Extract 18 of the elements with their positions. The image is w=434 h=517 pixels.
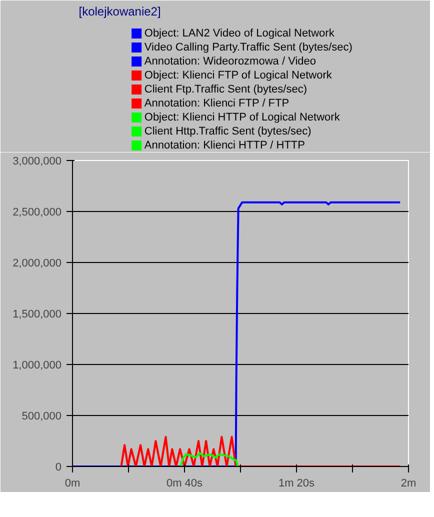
legend-label: Object: Klienci HTTP of Logical Network Client Http.Traffic Sent (bytes/sec) Annotation: Klienci HTTP / HTTP (144, 112, 340, 152)
y-tick-label: 1,500,000 (12, 308, 62, 320)
legend-label: Object: LAN2 Video of Logical Network Video Calling Party.Traffic Sent (bytes/sec) Annotation: Wideorozmowa / Video (144, 28, 352, 68)
x-tick-label: 0m (64, 478, 80, 490)
line-series (72, 201, 402, 466)
y-tick-label: 0 (55, 462, 62, 474)
y-tick-label: 2,000,000 (12, 258, 62, 270)
y-tick-label: 1,000,000 (12, 360, 62, 372)
y-tick-label: 3,000,000 (12, 156, 62, 168)
y-tick-label: 2,500,000 (12, 206, 62, 218)
x-tick-label: 1m 20s (278, 478, 316, 490)
x-tick-label: 0m 40s (166, 478, 204, 490)
chart-title: [kolejkowanie2] (78, 4, 161, 18)
line-series (120, 436, 402, 466)
legend-label: Object: Klienci FTP of Logical Network Client Ftp.Traffic Sent (bytes/sec) Annotation: Klienci FTP / FTP (144, 70, 332, 110)
x-tick-label: 2m (400, 478, 416, 490)
y-tick-label: 500,000 (22, 410, 62, 422)
line-series (180, 452, 239, 466)
